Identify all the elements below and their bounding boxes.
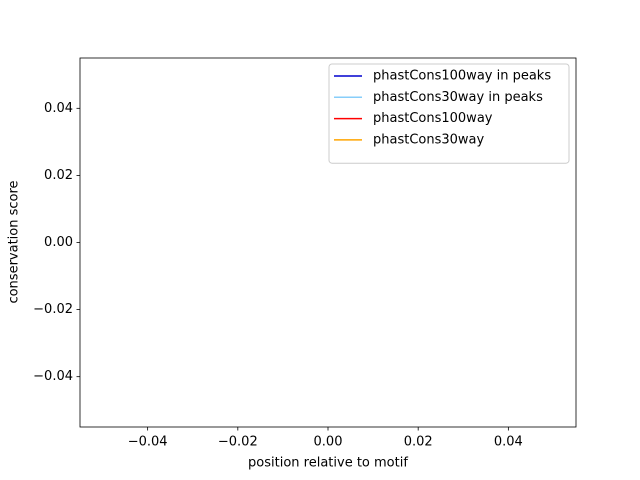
y-tick-label: 0.02 [44, 168, 73, 183]
x-tick-label: 0.04 [494, 435, 523, 450]
x-tick-label: −0.04 [128, 435, 168, 450]
x-axis-label: position relative to motif [248, 456, 408, 471]
legend-label: phastCons100way [373, 111, 493, 126]
y-tick-label: 0.00 [44, 235, 73, 250]
x-tick-label: 0.00 [314, 435, 343, 450]
y-tick-label: 0.04 [44, 101, 73, 116]
x-tick-label: −0.02 [218, 435, 258, 450]
legend-label: phastCons30way [373, 132, 485, 147]
legend-box [328, 63, 570, 164]
y-axis-label: conservation score [7, 180, 22, 303]
y-tick-label: −0.04 [33, 369, 73, 384]
legend-label: phastCons30way in peaks [373, 90, 543, 105]
legend-label: phastCons100way in peaks [373, 69, 551, 84]
x-tick-label: 0.02 [404, 435, 433, 450]
plot-frame [79, 57, 577, 428]
y-tick-label: −0.02 [33, 302, 73, 317]
